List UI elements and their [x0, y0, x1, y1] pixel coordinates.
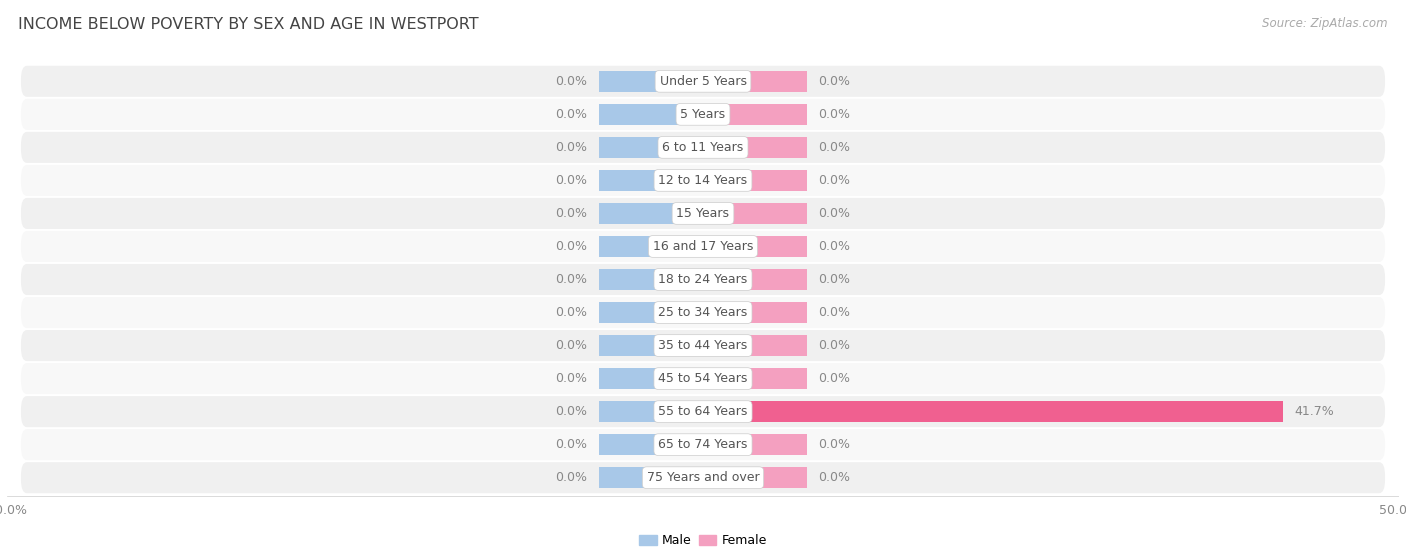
Bar: [703, 467, 807, 488]
Bar: [703, 203, 807, 224]
Text: 0.0%: 0.0%: [555, 471, 588, 484]
Text: 55 to 64 Years: 55 to 64 Years: [658, 405, 748, 418]
Bar: [599, 401, 703, 422]
Text: 0.0%: 0.0%: [818, 240, 851, 253]
FancyBboxPatch shape: [21, 99, 1385, 130]
Bar: [703, 269, 807, 290]
Text: 0.0%: 0.0%: [818, 339, 851, 352]
FancyBboxPatch shape: [21, 429, 1385, 460]
Bar: [703, 170, 807, 191]
Bar: [599, 434, 703, 455]
Bar: [599, 104, 703, 125]
Text: 0.0%: 0.0%: [555, 339, 588, 352]
Text: 0.0%: 0.0%: [555, 207, 588, 220]
FancyBboxPatch shape: [21, 330, 1385, 361]
Text: 0.0%: 0.0%: [555, 438, 588, 451]
Text: 35 to 44 Years: 35 to 44 Years: [658, 339, 748, 352]
Text: 0.0%: 0.0%: [818, 471, 851, 484]
Text: 0.0%: 0.0%: [555, 372, 588, 385]
FancyBboxPatch shape: [21, 231, 1385, 262]
Text: 0.0%: 0.0%: [555, 273, 588, 286]
Text: 0.0%: 0.0%: [555, 174, 588, 187]
Text: 0.0%: 0.0%: [818, 207, 851, 220]
Text: 0.0%: 0.0%: [555, 240, 588, 253]
Bar: [599, 170, 703, 191]
Text: 0.0%: 0.0%: [818, 372, 851, 385]
FancyBboxPatch shape: [21, 132, 1385, 163]
Bar: [703, 368, 807, 389]
Text: 0.0%: 0.0%: [818, 108, 851, 121]
Bar: [599, 137, 703, 158]
Text: 18 to 24 Years: 18 to 24 Years: [658, 273, 748, 286]
Bar: [599, 302, 703, 323]
Bar: [703, 71, 807, 92]
Text: 25 to 34 Years: 25 to 34 Years: [658, 306, 748, 319]
FancyBboxPatch shape: [21, 264, 1385, 295]
FancyBboxPatch shape: [21, 462, 1385, 493]
FancyBboxPatch shape: [21, 396, 1385, 427]
Text: 45 to 54 Years: 45 to 54 Years: [658, 372, 748, 385]
Text: 65 to 74 Years: 65 to 74 Years: [658, 438, 748, 451]
Text: 16 and 17 Years: 16 and 17 Years: [652, 240, 754, 253]
Bar: [703, 137, 807, 158]
Text: 15 Years: 15 Years: [676, 207, 730, 220]
Text: 0.0%: 0.0%: [818, 438, 851, 451]
FancyBboxPatch shape: [21, 165, 1385, 196]
Text: 41.7%: 41.7%: [1295, 405, 1334, 418]
Bar: [599, 71, 703, 92]
Bar: [599, 335, 703, 356]
Bar: [599, 368, 703, 389]
Bar: [703, 401, 1284, 422]
Text: Under 5 Years: Under 5 Years: [659, 75, 747, 88]
FancyBboxPatch shape: [21, 297, 1385, 328]
Text: 0.0%: 0.0%: [818, 75, 851, 88]
Bar: [599, 467, 703, 488]
Text: 0.0%: 0.0%: [555, 75, 588, 88]
Text: 6 to 11 Years: 6 to 11 Years: [662, 141, 744, 154]
Text: INCOME BELOW POVERTY BY SEX AND AGE IN WESTPORT: INCOME BELOW POVERTY BY SEX AND AGE IN W…: [18, 17, 479, 32]
Bar: [599, 236, 703, 257]
Bar: [703, 302, 807, 323]
Text: 12 to 14 Years: 12 to 14 Years: [658, 174, 748, 187]
Text: 0.0%: 0.0%: [818, 306, 851, 319]
Text: 5 Years: 5 Years: [681, 108, 725, 121]
Text: 0.0%: 0.0%: [818, 273, 851, 286]
Bar: [703, 434, 807, 455]
Bar: [703, 236, 807, 257]
Text: 0.0%: 0.0%: [555, 108, 588, 121]
Text: 0.0%: 0.0%: [555, 306, 588, 319]
Bar: [703, 335, 807, 356]
Bar: [703, 104, 807, 125]
Bar: [599, 269, 703, 290]
Text: 75 Years and over: 75 Years and over: [647, 471, 759, 484]
FancyBboxPatch shape: [21, 198, 1385, 229]
Bar: [599, 203, 703, 224]
Legend: Male, Female: Male, Female: [634, 529, 772, 552]
Text: 0.0%: 0.0%: [818, 141, 851, 154]
Text: Source: ZipAtlas.com: Source: ZipAtlas.com: [1263, 17, 1388, 30]
Text: 0.0%: 0.0%: [555, 141, 588, 154]
FancyBboxPatch shape: [21, 66, 1385, 97]
Text: 0.0%: 0.0%: [555, 405, 588, 418]
Text: 0.0%: 0.0%: [818, 174, 851, 187]
FancyBboxPatch shape: [21, 363, 1385, 394]
